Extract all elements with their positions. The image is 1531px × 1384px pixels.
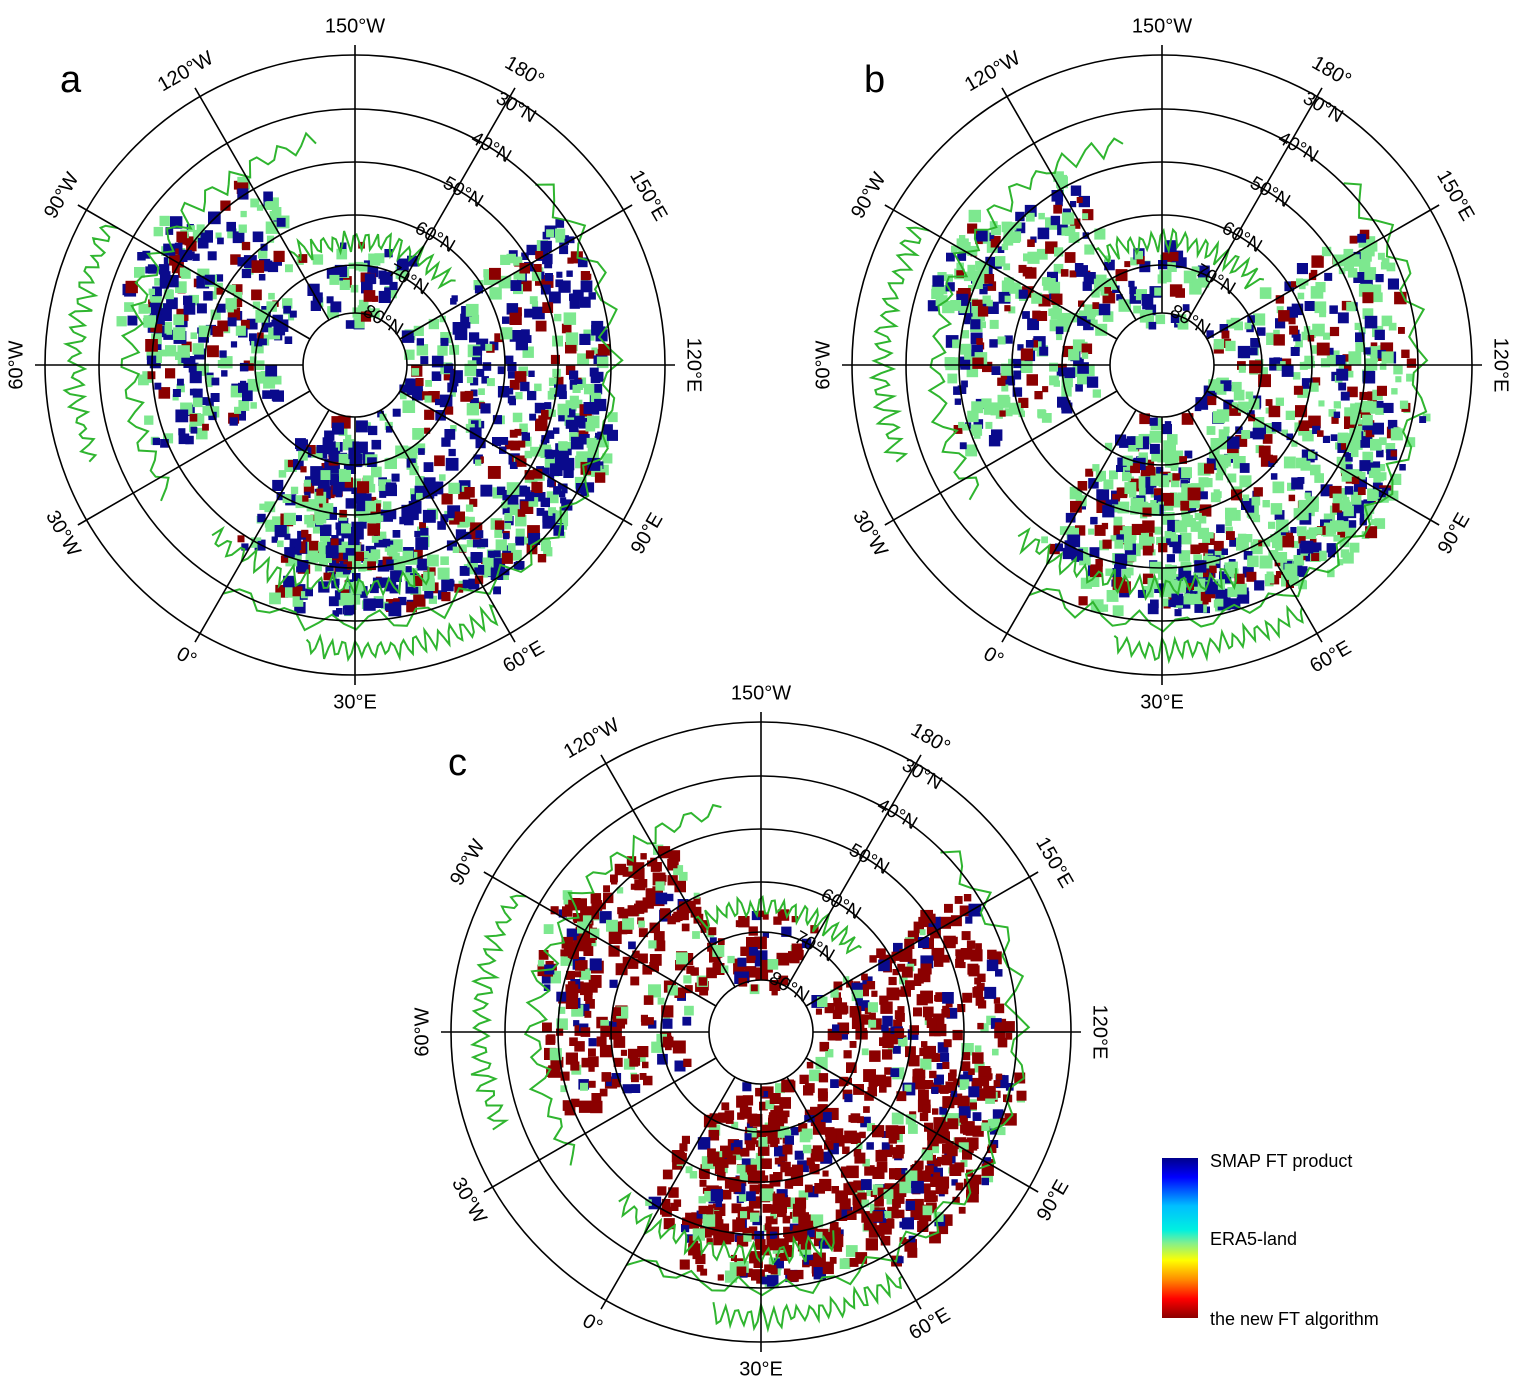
longitude-label: 150°E [1432,166,1478,224]
latitude-label: 30°N [898,755,945,794]
latitude-label: 40°N [1274,128,1321,167]
longitude-label: 150°W [731,682,791,704]
longitude-label: 90°W [446,836,490,890]
longitude-label: 150°W [325,15,385,37]
panel-label-b: b [864,59,885,101]
longitude-label: 30°E [739,1358,783,1380]
latitude-label: 80°N [359,301,406,340]
graticule-a [35,45,675,685]
longitude-label: 120°W [560,714,623,763]
latitude-label: 30°N [1299,88,1346,127]
panel-label-a: a [60,59,82,101]
legend-label-smap: SMAP FT product [1210,1151,1352,1171]
graticule-b [842,45,1482,685]
longitude-label: 60°E [905,1304,954,1345]
latitude-label: 30°N [492,88,539,127]
longitude-label: 0° [579,1310,607,1339]
longitude-label: 90°W [847,169,891,223]
latitude-label: 40°N [873,795,920,834]
latitude-label: 80°N [765,968,812,1007]
longitude-label: 90°E [1434,509,1475,558]
panel-label-c: c [448,742,467,784]
coastlines-c [469,803,1031,1333]
land-classification-a [116,176,618,617]
longitude-label: 60°E [499,637,548,678]
longitude-label: 120°E [1490,338,1512,393]
longitude-label: 30°E [333,691,377,713]
longitude-label: 60°E [1306,637,1355,678]
legend-label-newft: the new FT algorithm [1210,1309,1379,1329]
longitude-label: 60°W [411,1007,433,1056]
land-classification-c [537,844,1027,1287]
longitude-label: 30°W [41,507,85,561]
longitude-label: 30°W [447,1174,491,1228]
longitude-label: 60°W [5,340,27,389]
longitude-label: 180° [907,719,954,759]
colorbar-legend: SMAP FT product ERA5-land the new FT alg… [1162,1151,1379,1329]
coastlines-a [62,131,624,663]
legend-label-era5: ERA5-land [1210,1229,1297,1249]
longitude-label: 150°W [1132,15,1192,37]
longitude-label: 120°E [1089,1005,1111,1060]
graticule-c [441,712,1081,1352]
longitude-label: 0° [173,643,201,672]
polar-map-panel-b: 150°W 180° 150°E 120°E 90°E 60°E 30°E 0° 30°W 60°… [812,15,1511,713]
longitude-label: 90°W [40,169,84,223]
longitude-label: 30°E [1140,691,1184,713]
longitude-label: 90°E [627,509,668,558]
longitude-label: 120°W [154,47,217,96]
longitude-label: 150°E [625,166,671,224]
longitude-label: 180° [501,52,548,92]
longitude-label: 0° [980,643,1008,672]
longitude-label: 120°W [961,47,1024,96]
longitude-label: 90°E [1033,1176,1074,1225]
longitude-label: 120°E [683,338,705,393]
longitude-label: 150°E [1031,833,1077,891]
latitude-label: 60°N [1218,218,1265,257]
land-classification-b [927,171,1431,617]
polar-map-panel-a: 150°W 180° 150°E 120°E 90°E 60°E 30°E 0° 30°W 60°… [5,15,704,713]
polar-map-panel-c: 150°W 180° 150°E 120°E 90°E 60°E 30°E 0° 30°W 60°… [411,682,1110,1380]
longitude-label: 180° [1308,52,1355,92]
latitude-label: 80°N [1166,301,1213,340]
longitude-label: 60°W [812,340,834,389]
colorbar [1162,1158,1198,1318]
latitude-label: 40°N [467,128,514,167]
longitude-label: 30°W [848,507,892,561]
